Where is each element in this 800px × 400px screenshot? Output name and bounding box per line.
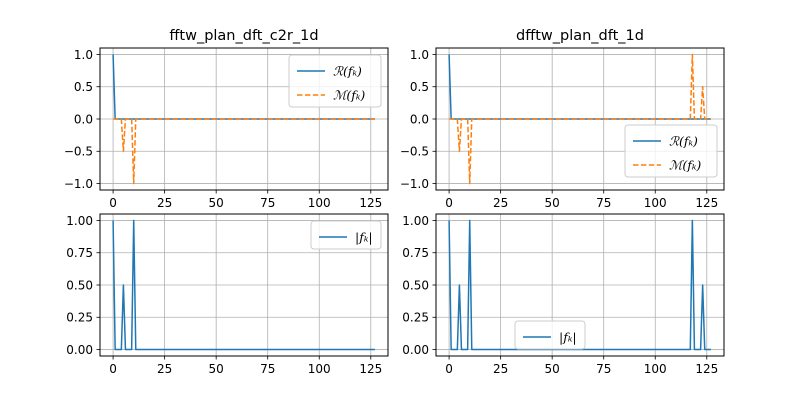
x-tick-label: 100 bbox=[644, 196, 667, 210]
legend: |fₖ| bbox=[310, 220, 382, 250]
y-tick-label: −1.0 bbox=[64, 177, 93, 191]
subplot-bottom-right: 0 25 50 75 100 125 0.00 0.25 0.50 0.75 1.00 |fₖ| bbox=[402, 213, 725, 376]
y-tick-label: 0.5 bbox=[74, 80, 93, 94]
x-tick-label: 25 bbox=[493, 362, 508, 376]
x-tick-label: 100 bbox=[308, 196, 331, 210]
x-tick-label: 75 bbox=[596, 362, 611, 376]
x-tick-label: 0 bbox=[109, 196, 117, 210]
y-tick-label: −0.5 bbox=[400, 145, 429, 159]
y-tick-label: 0.25 bbox=[66, 311, 93, 325]
x-tick-label: 75 bbox=[596, 196, 611, 210]
subplot-top-left: fftw_plan_dft_c2r_1d 0 25 50 75 100 125 −1.0 −0… bbox=[64, 28, 389, 210]
x-tick-label: 50 bbox=[545, 196, 560, 210]
y-tick-label: 1.0 bbox=[410, 48, 429, 62]
legend-label: ℳ(fₖ) bbox=[333, 88, 365, 103]
y-tick-label: 0.50 bbox=[402, 278, 429, 292]
x-tick-label: 125 bbox=[695, 362, 718, 376]
series-line bbox=[112, 219, 375, 351]
legend-label: ℛ(fₖ) bbox=[669, 134, 698, 149]
legend-box bbox=[310, 220, 382, 250]
x-tick-label: 25 bbox=[157, 362, 172, 376]
legend-label: ℛ(fₖ) bbox=[333, 64, 362, 79]
legend-label: ℳ(fₖ) bbox=[669, 158, 701, 173]
y-tick-label: 1.00 bbox=[402, 214, 429, 228]
subplot-title: fftw_plan_dft_c2r_1d bbox=[169, 28, 318, 44]
legend: ℛ(fₖ) ℳ(fₖ) bbox=[624, 124, 718, 178]
y-tick-label: 0.5 bbox=[410, 80, 429, 94]
legend-box bbox=[288, 54, 382, 108]
legend-label: |fₖ| bbox=[355, 230, 373, 245]
x-tick-label: 50 bbox=[209, 196, 224, 210]
subplot-top-right: dfftw_plan_dft_1d 0 25 50 75 100 125 −1.0 −0.5 0… bbox=[400, 28, 725, 210]
legend: |fₖ| bbox=[514, 320, 586, 350]
y-tick-label: −0.5 bbox=[64, 145, 93, 159]
legend: ℛ(fₖ) ℳ(fₖ) bbox=[288, 54, 382, 108]
y-tick-label: 0.75 bbox=[402, 246, 429, 260]
y-tick-label: 0.0 bbox=[410, 112, 429, 126]
imaginary-part-line bbox=[449, 53, 711, 185]
x-tick-label: 125 bbox=[695, 196, 718, 210]
x-tick-label: 0 bbox=[445, 196, 453, 210]
y-tick-label: 0.75 bbox=[66, 246, 93, 260]
subplot-bottom-left: 0 25 50 75 100 125 0.00 0.25 0.50 0.75 1.00 |fₖ| bbox=[66, 213, 389, 376]
x-tick-label: 50 bbox=[209, 362, 224, 376]
series-line bbox=[448, 219, 711, 351]
legend-box bbox=[624, 124, 718, 178]
legend-label: |fₖ| bbox=[559, 330, 577, 345]
y-tick-label: 1.0 bbox=[74, 48, 93, 62]
x-tick-label: 75 bbox=[260, 362, 275, 376]
y-tick-label: 0.25 bbox=[402, 311, 429, 325]
x-tick-label: 50 bbox=[545, 362, 560, 376]
y-tick-label: 0.50 bbox=[66, 278, 93, 292]
x-tick-label: 100 bbox=[644, 362, 667, 376]
x-tick-label: 0 bbox=[445, 362, 453, 376]
y-tick-label: 0.0 bbox=[74, 112, 93, 126]
y-tick-label: −1.0 bbox=[400, 177, 429, 191]
x-tick-label: 0 bbox=[109, 362, 117, 376]
x-tick-label: 25 bbox=[493, 196, 508, 210]
imaginary-part-line bbox=[113, 118, 375, 185]
y-tick-label: 0.00 bbox=[66, 343, 93, 357]
subplot-title: dfftw_plan_dft_1d bbox=[516, 28, 644, 44]
x-tick-label: 25 bbox=[157, 196, 172, 210]
x-tick-label: 100 bbox=[308, 362, 331, 376]
x-tick-label: 125 bbox=[359, 362, 382, 376]
legend-box bbox=[514, 320, 586, 350]
y-tick-label: 1.00 bbox=[66, 214, 93, 228]
y-tick-label: 0.00 bbox=[402, 343, 429, 357]
x-tick-label: 125 bbox=[359, 196, 382, 210]
x-tick-label: 75 bbox=[260, 196, 275, 210]
